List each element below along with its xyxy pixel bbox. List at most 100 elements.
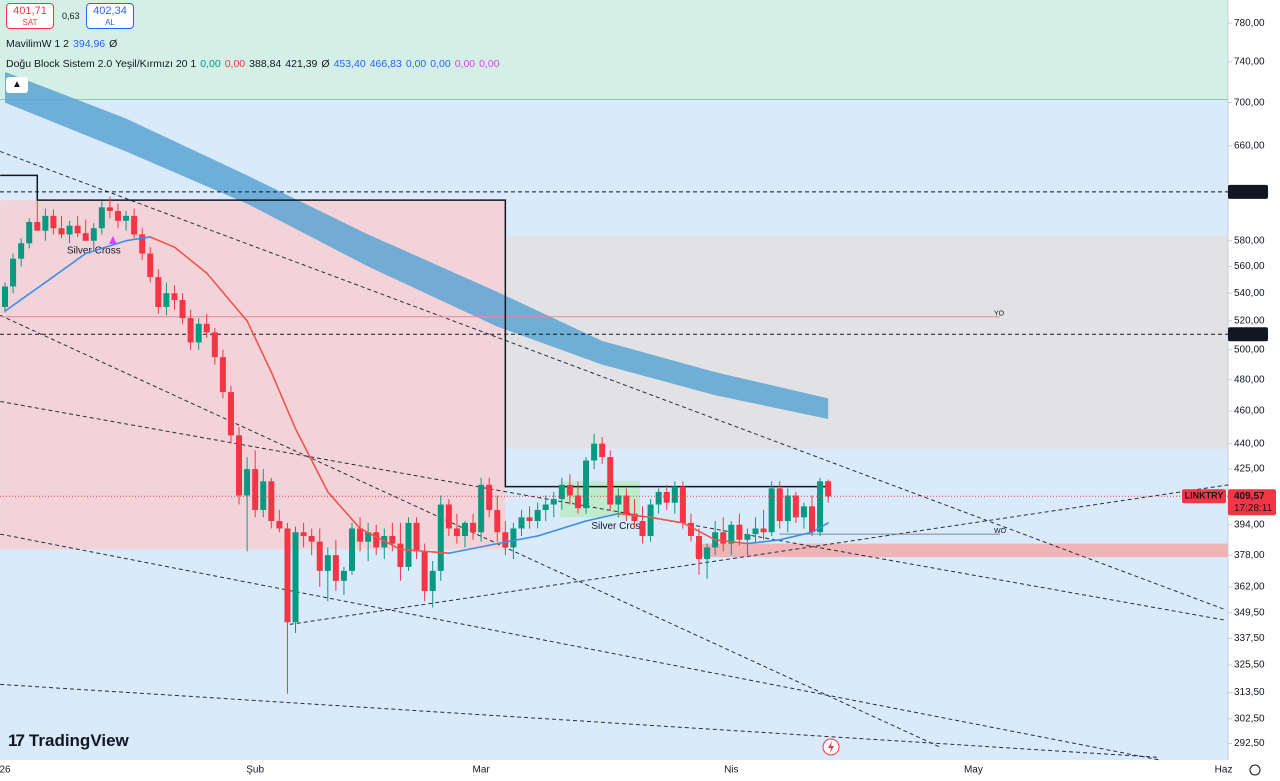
candle-body [478,484,485,533]
legend-value: 394,96 [73,38,106,50]
candle-body [58,228,65,235]
candle-body [171,293,178,301]
trendline [0,314,941,748]
candle-body [373,532,380,548]
candle-body [542,504,549,510]
signal-label: Silver Cross [591,521,645,532]
candle-body [445,504,452,529]
mavilim-segment [173,246,208,274]
candle-body [244,469,251,496]
candle-body [615,495,622,505]
level-tag [1228,184,1268,199]
candle-body [429,570,436,592]
bid-label: SAT [22,18,38,27]
candles [2,196,832,694]
candle-body [357,528,364,542]
mavilim-segment [294,427,329,493]
legend-value: Ø [109,38,118,50]
candle-body [647,504,654,536]
y-tick-label: 500,00 [1234,344,1265,355]
candle-body [518,517,525,529]
candle-body [332,555,339,581]
candle-body [510,528,517,548]
level-label: 510,67 [1234,329,1265,340]
candle-body [566,484,573,496]
mavilim-segment [84,239,127,255]
candle-body [599,443,606,458]
settings-icon [1249,764,1261,776]
bid-price: 401,71 [13,5,47,17]
y-tick-label: 520,00 [1234,316,1265,327]
candle-body [800,506,807,518]
candle-body [300,532,307,536]
candle-body [147,253,154,278]
candle-body [470,522,477,533]
legend-value: 0,00 [405,58,427,70]
level-label: 619,94 [1234,186,1265,197]
candle-body [82,233,89,241]
cloud [5,71,829,420]
candle-body [453,528,460,536]
candle-body [219,357,226,393]
candle-body [90,228,97,241]
collapse-button[interactable]: ▲ [6,77,28,93]
zone [0,0,1229,100]
y-tick-label: 700,00 [1234,97,1265,108]
mavilim-segment [682,522,716,541]
buy-button[interactable]: 402,34 AL [86,3,134,29]
candle-body [66,225,73,235]
mavilim-segment [714,538,749,545]
candle-body [728,524,735,544]
candle-body [155,277,162,307]
x-tick-label: Haz [1215,765,1233,776]
y-tick-label: 349,50 [1234,607,1265,618]
candle-body [494,509,501,533]
candle-body [591,443,598,461]
logo-icon: 17 [8,731,25,750]
y-tick-label: 580,00 [1234,235,1265,246]
candle-body [696,535,703,560]
sell-button[interactable]: 401,71 SAT [6,3,54,29]
y-tick-label: 740,00 [1234,56,1265,67]
y-tick-label: 460,00 [1234,406,1265,417]
x-tick-label: Mar [473,765,491,776]
axis-background [1228,0,1280,781]
y-tick-label: 540,00 [1234,288,1265,299]
candle-body [98,207,105,229]
legend-value: 0,00 [454,58,476,70]
y-tick-label: 440,00 [1234,438,1265,449]
candle-body [687,522,694,536]
candle-body [550,499,557,505]
candle-body [42,215,49,231]
candle-body [18,243,25,259]
signal-marker [109,236,117,244]
mavilim-segment [125,236,152,242]
level-tag [1228,327,1268,342]
symbol-tag [1182,489,1226,504]
candle-body [131,215,138,235]
candle-body [195,323,202,343]
candle-body [26,221,33,244]
y-tick-label: 292,50 [1234,738,1265,749]
legend-value: Ø [321,58,330,70]
candle-body [583,460,590,509]
candle-body [50,215,57,229]
indicator-legend[interactable]: MavilimW 1 2 394,96 Ø [6,38,121,50]
y-tick-label: 302,50 [1234,713,1265,724]
candle-body [260,481,267,510]
candle-body [736,524,743,540]
candle-body [308,535,315,542]
legend-value: MavilimW 1 2 [6,38,70,50]
levels: 619,94 510,67 [0,184,1268,342]
candle-body [607,457,614,505]
candle-body [663,491,670,503]
alert-bolt [828,741,834,753]
candle-body [817,481,824,533]
indicator-legend[interactable]: Doğu Block Sistem 2.0 Yeşil/Kırmızı 20 1… [6,58,504,70]
cloud-band [5,71,829,420]
legend-value: 388,84 [249,58,282,70]
candle-body [752,528,759,535]
